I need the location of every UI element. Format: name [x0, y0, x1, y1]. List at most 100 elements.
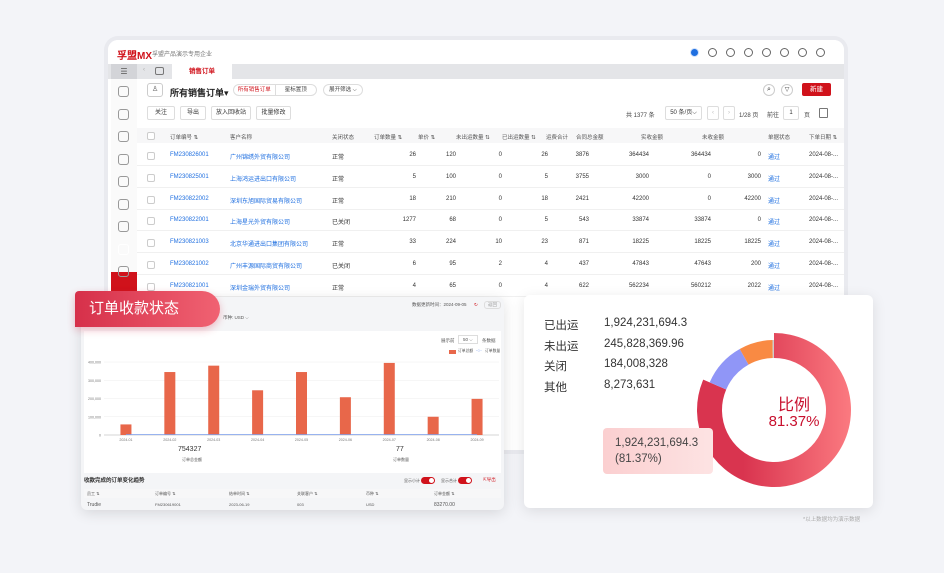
- filter-icon[interactable]: ▽: [781, 84, 793, 96]
- approval-status-link[interactable]: 通过: [768, 176, 781, 183]
- export-link[interactable]: ⇱导出: [483, 477, 496, 482]
- filter-starred[interactable]: 星标置顶: [274, 85, 317, 95]
- detail-column-header[interactable]: 订单金额 ⇅: [434, 491, 455, 496]
- select-all-checkbox[interactable]: [147, 132, 155, 140]
- page-input[interactable]: 1: [783, 106, 799, 120]
- customer-link[interactable]: 深圳东旭国际贸易有限公司: [230, 198, 303, 205]
- row-checkbox[interactable]: [147, 173, 155, 182]
- customer-link[interactable]: 北京华通进出口集团有限公司: [230, 242, 309, 249]
- row-checkbox[interactable]: [147, 282, 155, 291]
- detail-column-header[interactable]: 关联客户 ⇅: [297, 491, 318, 496]
- user-avatar-icon[interactable]: [816, 48, 825, 57]
- table-row[interactable]: [137, 188, 844, 210]
- prev-page-button[interactable]: ‹: [707, 106, 719, 120]
- refresh-icon[interactable]: ↻: [474, 302, 478, 307]
- detail-column-header[interactable]: 币种 ⇅: [366, 491, 379, 496]
- home-tab-icon[interactable]: [155, 67, 164, 75]
- table-row[interactable]: [137, 209, 844, 232]
- total-toggle[interactable]: [458, 477, 472, 484]
- new-button[interactable]: 新建: [802, 83, 831, 96]
- table-row[interactable]: [137, 166, 844, 188]
- detail-column-header[interactable]: 订单编号 ⇅: [155, 491, 176, 496]
- customer-link[interactable]: 广州锦绣外贸有限公司: [230, 155, 291, 161]
- home-icon[interactable]: [118, 86, 129, 97]
- doc-icon[interactable]: [118, 266, 129, 277]
- customer-link[interactable]: 上海星光外贸有限公司: [230, 220, 291, 227]
- mail-icon[interactable]: [118, 153, 129, 165]
- row-checkbox[interactable]: [147, 152, 155, 160]
- subtotal-toggle[interactable]: [421, 477, 435, 484]
- coin-icon[interactable]: [726, 48, 735, 57]
- order-number-link[interactable]: FM230826001: [170, 152, 209, 158]
- status-dot-icon[interactable]: [690, 48, 699, 57]
- row-checkbox[interactable]: [147, 217, 155, 226]
- customer-link[interactable]: 广州丰源国际商贸有限公司: [230, 264, 303, 270]
- bell-icon[interactable]: [780, 48, 789, 57]
- row-checkbox[interactable]: [147, 195, 155, 204]
- order-number-link[interactable]: FM230821003: [170, 239, 209, 246]
- back-button[interactable]: 返回: [484, 301, 501, 309]
- customer-link[interactable]: 上海鸿运进出口有限公司: [230, 176, 297, 183]
- column-header[interactable]: 客户名称: [230, 135, 253, 141]
- menu-icon[interactable]: ☰: [111, 64, 137, 79]
- expand-filter-button[interactable]: 展开筛选 ⌵: [323, 84, 363, 96]
- compass-icon[interactable]: [118, 198, 129, 210]
- org-chart-icon[interactable]: [118, 131, 129, 142]
- row-checkbox[interactable]: [147, 261, 155, 269]
- tab-sales-order[interactable]: 销售订单: [172, 64, 232, 79]
- donut-slice-1[interactable]: [709, 348, 749, 390]
- column-header[interactable]: 订单数量 ⇅: [374, 135, 403, 141]
- task-list-icon[interactable]: [762, 48, 771, 57]
- approval-status-link[interactable]: 通过: [768, 242, 781, 249]
- customer-link[interactable]: 深圳金瑞外贸有限公司: [230, 285, 291, 292]
- column-header[interactable]: 关闭状态: [332, 135, 355, 141]
- order-icon[interactable]: [118, 243, 129, 255]
- table-row[interactable]: [137, 231, 844, 254]
- column-header[interactable]: 下单日期 ⇅: [809, 135, 838, 141]
- column-header[interactable]: 运费合计: [546, 135, 569, 141]
- help-icon[interactable]: [798, 48, 807, 57]
- show-count-select[interactable]: 50 ⌵: [458, 335, 478, 344]
- back-icon[interactable]: ‹: [143, 67, 145, 73]
- column-settings-icon[interactable]: [819, 108, 828, 118]
- column-header[interactable]: 实收金额: [641, 135, 664, 141]
- whatsapp-icon[interactable]: [744, 48, 753, 57]
- column-header[interactable]: 已出运数量 ⇅: [502, 135, 536, 141]
- batch-edit-button[interactable]: 批量修改: [256, 106, 291, 120]
- approval-status-link[interactable]: 通过: [768, 220, 781, 227]
- detail-column-header[interactable]: 结单时间 ⇅: [229, 491, 250, 496]
- approval-status-link[interactable]: 通过: [768, 155, 781, 161]
- donut-slice-2[interactable]: [739, 340, 773, 365]
- column-header[interactable]: 订单编号 ⇅: [170, 135, 199, 141]
- approval-status-link[interactable]: 通过: [768, 198, 781, 205]
- order-number-link[interactable]: FM230821001: [170, 282, 209, 289]
- recycle-button[interactable]: 放入回收站: [211, 106, 251, 120]
- search-icon[interactable]: ⌕: [763, 84, 775, 96]
- order-number-link[interactable]: FM230822002: [170, 195, 209, 202]
- order-number-link[interactable]: FM230821002: [170, 261, 209, 267]
- approval-status-link[interactable]: 通过: [768, 285, 781, 292]
- column-header[interactable]: 未收金额: [702, 135, 725, 141]
- column-header[interactable]: 单据状态: [768, 135, 791, 141]
- detail-column-header[interactable]: 员工 ⇅: [87, 491, 100, 496]
- product-icon[interactable]: [118, 176, 129, 187]
- donut-slice-3[interactable]: [772, 340, 774, 359]
- next-page-button[interactable]: ›: [723, 106, 735, 120]
- table-row[interactable]: [137, 144, 844, 166]
- column-header[interactable]: 合同总金额: [576, 135, 604, 141]
- follow-button[interactable]: 关注: [147, 106, 175, 120]
- order-number-link[interactable]: FM230825001: [170, 173, 209, 180]
- currency-select[interactable]: 币种: USD ⌵: [223, 315, 249, 320]
- filter-all-orders[interactable]: 所有销售订单: [237, 87, 271, 93]
- headset-icon[interactable]: [708, 48, 717, 57]
- a-icon[interactable]: [118, 221, 129, 232]
- approval-status-link[interactable]: 通过: [768, 264, 781, 270]
- table-row[interactable]: [137, 275, 844, 297]
- table-row[interactable]: [137, 253, 844, 275]
- donut-slice-0[interactable]: [697, 333, 851, 487]
- export-button[interactable]: 导出: [180, 106, 206, 120]
- column-header[interactable]: 单价 ⇅: [418, 135, 436, 141]
- row-checkbox[interactable]: [147, 239, 155, 248]
- column-header[interactable]: 未出运数量 ⇅: [456, 135, 490, 141]
- order-number-link[interactable]: FM230822001: [170, 217, 209, 224]
